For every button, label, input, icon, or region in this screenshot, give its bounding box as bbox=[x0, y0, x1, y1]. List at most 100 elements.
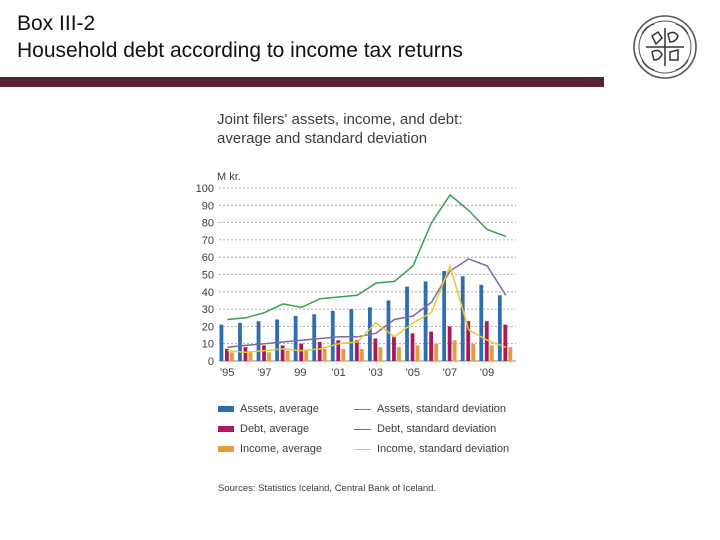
y-axis-ticks: 0 10 20 30 40 50 60 70 80 90 100 bbox=[196, 183, 214, 368]
legend-label: Income, average bbox=[240, 443, 322, 455]
central-bank-seal-logo bbox=[633, 15, 697, 79]
chart-title-line1: Joint filers' assets, income, and debt: bbox=[217, 111, 463, 128]
x-tick-label: 99 bbox=[294, 367, 306, 379]
bar-assets-average bbox=[275, 319, 279, 361]
legend-label: Income, standard deviation bbox=[377, 443, 510, 455]
bar-debt-average bbox=[392, 336, 396, 361]
bar-debt-average bbox=[317, 341, 322, 361]
bar-income-average bbox=[489, 345, 494, 361]
bar-debt-average bbox=[336, 340, 341, 361]
bar-assets-average bbox=[497, 295, 502, 361]
y-tick-label: 40 bbox=[202, 287, 214, 299]
y-tick-label: 50 bbox=[202, 270, 214, 282]
bar-assets-average bbox=[349, 309, 354, 361]
y-tick-label: 10 bbox=[202, 339, 214, 351]
bar-income-average bbox=[248, 352, 253, 361]
source-note: Sources: Statistics Iceland, Central Ban… bbox=[218, 483, 437, 494]
legend-item: Debt, standard deviation bbox=[354, 422, 496, 442]
y-tick-label: 90 bbox=[202, 200, 214, 212]
bar-income-average bbox=[415, 345, 420, 361]
x-tick-label: '07 bbox=[443, 367, 457, 379]
legend-swatch bbox=[218, 446, 234, 453]
slide-title-line2: Household debt according to income tax r… bbox=[17, 39, 463, 62]
x-axis-ticks: '95 '97 99 '01 '03 '05 '07 '09 bbox=[220, 367, 494, 379]
bar-income-average bbox=[285, 350, 290, 361]
bar-debt-average bbox=[410, 333, 415, 361]
slide-title: Box III-2 Household debt according to in… bbox=[17, 10, 463, 64]
legend-swatch bbox=[354, 408, 371, 410]
x-tick-label: '03 bbox=[369, 367, 383, 379]
y-tick-label: 20 bbox=[202, 321, 214, 333]
line-series bbox=[227, 193, 507, 354]
bar-debt-average bbox=[225, 348, 229, 361]
bar-income-average bbox=[434, 343, 438, 361]
x-tick-label: '95 bbox=[220, 367, 234, 379]
bar-income-average bbox=[230, 352, 234, 361]
bar-income-average bbox=[508, 347, 513, 361]
bar-income-average bbox=[322, 348, 327, 361]
x-tick-label: '05 bbox=[406, 367, 420, 379]
bar-debt-average bbox=[243, 347, 248, 361]
legend-item: Assets, standard deviation bbox=[354, 402, 506, 422]
x-tick-label: '09 bbox=[480, 367, 494, 379]
bar-series bbox=[219, 271, 513, 361]
bar-debt-average bbox=[262, 345, 266, 361]
legend-label: Assets, standard deviation bbox=[377, 403, 507, 415]
y-axis-unit-label: M kr. bbox=[217, 171, 241, 183]
bar-assets-average bbox=[219, 324, 224, 361]
chart-title: Joint filers' assets, income, and debt: … bbox=[217, 110, 463, 148]
legend-item: Income, standard deviation bbox=[354, 442, 509, 462]
bar-assets-average bbox=[256, 321, 261, 361]
bar-income-average bbox=[304, 350, 309, 361]
bar-debt-average bbox=[484, 321, 489, 361]
bar-income-average bbox=[378, 347, 383, 361]
bar-assets-average bbox=[479, 284, 484, 361]
bar-debt-average bbox=[429, 331, 433, 361]
legend-item: Assets, average bbox=[218, 402, 319, 422]
y-tick-label: 80 bbox=[202, 218, 214, 230]
y-tick-label: 0 bbox=[208, 356, 214, 368]
bar-assets-average bbox=[293, 316, 298, 361]
legend-swatch bbox=[354, 428, 371, 430]
legend-swatch bbox=[218, 406, 234, 413]
line-income-standard-deviation bbox=[227, 263, 507, 354]
line-debt-standard-deviation bbox=[227, 258, 507, 348]
bar-assets-average bbox=[330, 310, 335, 361]
x-tick-label: '01 bbox=[331, 367, 345, 379]
bar-income-average bbox=[397, 347, 401, 361]
legend-item: Income, average bbox=[218, 442, 322, 462]
slide-title-line1: Box III-2 bbox=[17, 12, 96, 35]
x-tick-label: '97 bbox=[257, 367, 271, 379]
bar-assets-average bbox=[386, 300, 391, 361]
legend-label: Debt, standard deviation bbox=[377, 423, 497, 435]
bar-debt-average bbox=[466, 321, 471, 361]
legend-label: Debt, average bbox=[240, 423, 310, 435]
bar-assets-average bbox=[238, 322, 242, 361]
bar-income-average bbox=[359, 348, 364, 361]
bar-assets-average bbox=[442, 271, 447, 361]
legend-item: Debt, average bbox=[218, 422, 309, 442]
bar-assets-average bbox=[460, 276, 465, 361]
bar-income-average bbox=[452, 340, 457, 361]
legend-swatch bbox=[218, 426, 234, 433]
chart-legend: Assets, average Debt, average Income, aver… bbox=[218, 402, 548, 462]
y-tick-label: 100 bbox=[196, 183, 214, 195]
y-tick-label: 70 bbox=[202, 235, 214, 247]
bar-debt-average bbox=[373, 338, 378, 361]
bar-debt-average bbox=[354, 340, 359, 361]
bar-assets-average bbox=[423, 281, 428, 361]
bar-debt-average bbox=[280, 345, 285, 361]
bar-debt-average bbox=[299, 343, 304, 361]
y-tick-label: 30 bbox=[202, 304, 214, 316]
bar-assets-average bbox=[405, 286, 409, 361]
bar-income-average bbox=[341, 348, 346, 361]
bar-debt-average bbox=[447, 326, 452, 361]
chart-title-line2: average and standard deviation bbox=[217, 130, 428, 147]
bar-assets-average bbox=[312, 314, 317, 361]
legend-label: Assets, average bbox=[240, 403, 319, 415]
title-underline-bar bbox=[0, 77, 604, 87]
y-tick-label: 60 bbox=[202, 252, 214, 264]
legend-swatch bbox=[354, 448, 371, 450]
bar-income-average bbox=[471, 343, 476, 361]
